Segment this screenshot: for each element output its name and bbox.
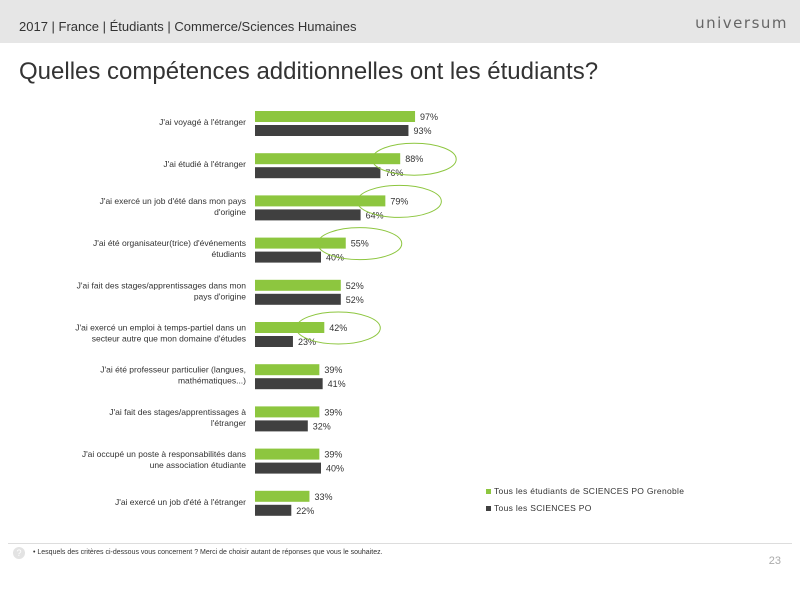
data-label: 97% — [420, 112, 438, 122]
data-label: 52% — [346, 281, 364, 291]
legend-label: Tous les SCIENCES PO — [494, 503, 592, 513]
data-label: 79% — [390, 196, 408, 206]
data-label: 41% — [328, 379, 346, 389]
data-label: 39% — [324, 407, 342, 417]
header-bar: 2017 | France | Étudiants | Commerce/Sci… — [0, 0, 800, 43]
bar — [255, 490, 310, 502]
bar — [255, 167, 381, 179]
bar — [255, 237, 346, 249]
data-label: 88% — [405, 154, 423, 164]
data-label: 40% — [326, 253, 344, 263]
data-label: 33% — [314, 492, 332, 502]
category-label: mathématiques...) — [178, 376, 246, 386]
bar — [255, 448, 320, 460]
help-icon: ? — [13, 547, 25, 559]
footer-divider — [8, 543, 792, 544]
bar — [255, 504, 292, 516]
bar — [255, 462, 321, 474]
bar — [255, 209, 361, 221]
category-label: J'ai fait des stages/apprentissages dans… — [77, 280, 247, 290]
category-label: d'origine — [214, 207, 246, 217]
bar — [255, 153, 401, 165]
highlight-ellipse — [295, 311, 381, 345]
highlight-ellipse — [317, 227, 403, 261]
data-label: 93% — [413, 126, 431, 136]
bar — [255, 279, 341, 291]
legend-label: Tous les étudiants de SCIENCES PO Grenob… — [494, 486, 684, 496]
data-label: 52% — [346, 295, 364, 305]
category-label: J'ai exercé un job d'été à l'étranger — [115, 497, 246, 507]
bar — [255, 293, 341, 305]
data-label: 64% — [366, 210, 384, 220]
data-label: 22% — [296, 506, 314, 516]
data-label: 23% — [298, 337, 316, 347]
data-label: 32% — [313, 421, 331, 431]
bar — [255, 251, 321, 263]
category-label: J'ai occupé un poste à responsabilités d… — [82, 449, 246, 459]
data-label: 39% — [324, 450, 342, 460]
category-label: pays d'origine — [194, 291, 246, 301]
category-label: J'ai été organisateur(trice) d'événement… — [93, 238, 246, 248]
bar — [255, 195, 386, 207]
category-label: J'ai exercé un job d'été dans mon pays — [100, 196, 246, 206]
bar — [255, 111, 416, 122]
page-number: 23 — [768, 555, 781, 567]
category-label: J'ai étudié à l'étranger — [163, 159, 246, 169]
legend-swatch — [486, 489, 491, 494]
data-label: 55% — [351, 239, 369, 249]
category-label: J'ai voyagé à l'étranger — [159, 117, 246, 127]
highlight-ellipse — [356, 184, 442, 218]
data-label: 42% — [329, 323, 347, 333]
universum-logo: universum — [695, 14, 788, 32]
bar-chart: J'ai voyagé à l'étranger 97% 93% J'ai étudi… — [75, 111, 684, 516]
data-label: 40% — [326, 464, 344, 474]
data-label: 39% — [324, 365, 342, 375]
bar — [255, 322, 325, 333]
category-label: une association étudiante — [150, 460, 247, 470]
category-label: l'étranger — [211, 418, 246, 428]
category-label: secteur autre que mon domaine d'études — [92, 334, 246, 344]
category-label: J'ai été professeur particulier (langues… — [100, 365, 246, 375]
category-label: étudiants — [212, 249, 247, 259]
category-label: J'ai fait des stages/apprentissages à — [109, 407, 246, 417]
bar — [255, 378, 323, 390]
legend-swatch — [486, 506, 491, 511]
bar — [255, 125, 409, 136]
bar — [255, 336, 293, 347]
bar — [255, 364, 320, 376]
bar — [255, 420, 308, 432]
bar — [255, 406, 320, 418]
highlight-ellipse — [371, 142, 457, 176]
page-title: Quelles compétences additionnelles ont l… — [19, 58, 599, 85]
category-label: J'ai exercé un emploi à temps-partiel da… — [75, 323, 246, 333]
footnote: • Lesquels des critères ci-dessous vous … — [33, 549, 383, 556]
breadcrumb: 2017 | France | Étudiants | Commerce/Sci… — [19, 19, 357, 34]
